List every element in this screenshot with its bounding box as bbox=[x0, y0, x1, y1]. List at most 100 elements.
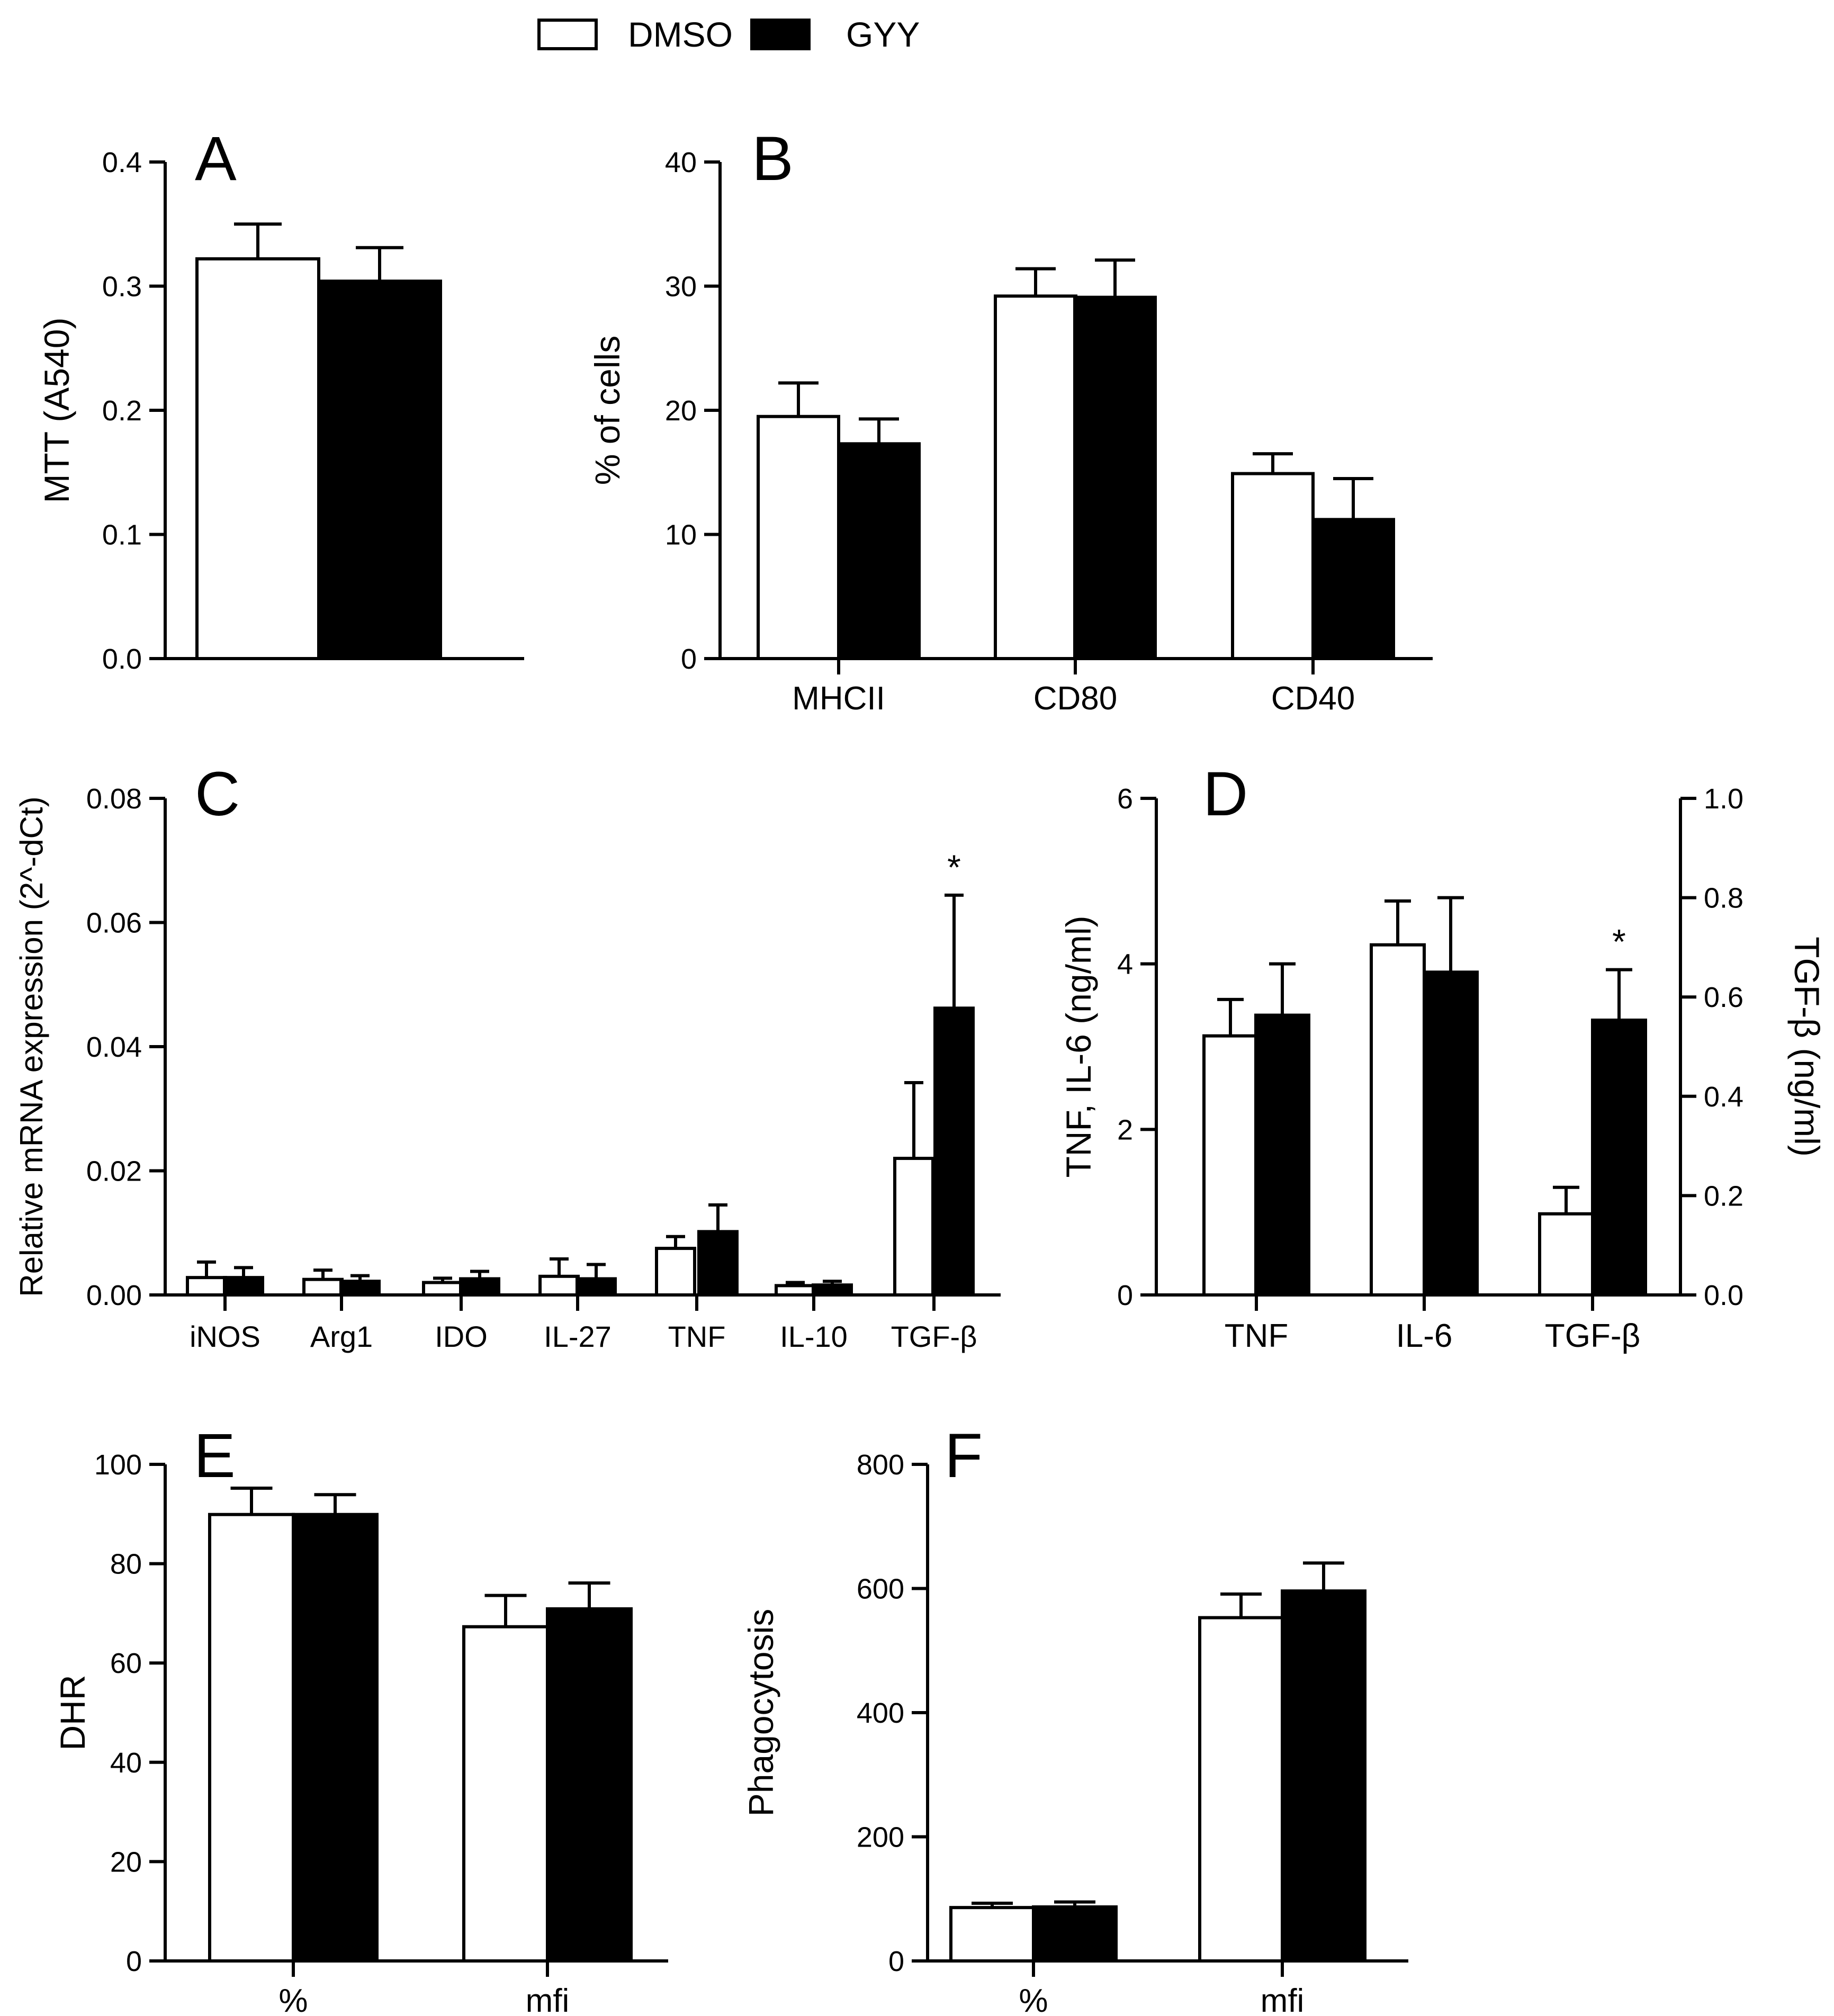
y-tick-label: 4 bbox=[1117, 949, 1133, 980]
y-tick-label: 100 bbox=[94, 1449, 142, 1481]
panel-a: 0.0 0.1 0.2 0.3 0.4 MTT (A540) bbox=[37, 147, 524, 675]
bar-gyy bbox=[576, 1277, 617, 1297]
y-tick-label: 20 bbox=[110, 1846, 142, 1878]
x-tick-label: TNF bbox=[1225, 1318, 1289, 1354]
x-tick-label: TGF-β bbox=[1545, 1318, 1640, 1354]
y-tick-label: 0.4 bbox=[102, 147, 142, 178]
x-tick-label: IL-6 bbox=[1396, 1318, 1453, 1354]
panel-d: 0 2 4 6 TNF, IL-6 (ng/ml) 0.0 0.2 0.4 0.6 0.8 1.0 T… bbox=[1059, 783, 1827, 1354]
bar-gyy bbox=[697, 1230, 739, 1297]
y-right-tick-label: 0.6 bbox=[1704, 982, 1743, 1013]
bar-gyy bbox=[812, 1283, 853, 1297]
bar-gyy bbox=[1423, 970, 1479, 1297]
significance-annotation: * bbox=[1612, 922, 1626, 961]
legend-dmso-label: DMSO bbox=[628, 15, 733, 54]
panel-label-c: C bbox=[195, 759, 240, 829]
y-tick-label: 80 bbox=[110, 1549, 142, 1580]
bar-gyy bbox=[1073, 295, 1157, 660]
y-right-tick-label: 1.0 bbox=[1704, 783, 1743, 815]
bar-gyy bbox=[223, 1276, 264, 1297]
y-right-tick-label: 0.8 bbox=[1704, 883, 1743, 914]
panel-label-f: F bbox=[945, 1421, 983, 1491]
panel-b: 0 10 20 30 40 % of cells MHCII CD80 CD40 bbox=[588, 147, 1433, 717]
y-axis-right-label: TGF-β (ng/ml) bbox=[1787, 937, 1827, 1157]
bar-dmso bbox=[994, 294, 1077, 660]
x-tick-label: CD80 bbox=[1033, 680, 1118, 717]
bar-dmso bbox=[422, 1281, 463, 1297]
panel-label-b: B bbox=[752, 124, 794, 194]
y-tick-label: 0.02 bbox=[86, 1156, 142, 1187]
x-tick-label: TGF-β bbox=[891, 1320, 977, 1353]
bar-gyy bbox=[459, 1277, 500, 1297]
bar-gyy bbox=[1281, 1589, 1366, 1963]
bar-dmso bbox=[462, 1625, 549, 1963]
bar-gyy bbox=[292, 1513, 379, 1963]
panel-e: 0 20 40 60 80 100 DHR% mfi bbox=[53, 1449, 668, 2016]
bar-dmso bbox=[775, 1284, 816, 1297]
y-axis-label: MTT (A540) bbox=[37, 318, 76, 503]
x-tick-label: % bbox=[1019, 1983, 1048, 2016]
bar-gyy bbox=[339, 1280, 381, 1297]
x-tick-label: mfi bbox=[526, 1983, 570, 2016]
y-axis-label: % of cells bbox=[588, 336, 627, 485]
panel-c: 0.00 0.02 0.04 0.06 0.08 Relative mRNA expres… bbox=[14, 783, 1001, 1353]
bar-gyy bbox=[1254, 1013, 1310, 1297]
bar-gyy bbox=[1591, 1018, 1647, 1297]
bar-dmso bbox=[1198, 1616, 1284, 1963]
x-tick-label: mfi bbox=[1261, 1983, 1305, 2016]
bar-dmso bbox=[893, 1157, 934, 1297]
bar-gyy bbox=[837, 442, 921, 660]
panel-label-d: D bbox=[1203, 759, 1248, 829]
y-axis-label: Phagocytosis bbox=[741, 1609, 780, 1817]
x-tick-label: IL-10 bbox=[780, 1320, 848, 1353]
bar-gyy bbox=[317, 280, 442, 660]
panel-label-a: A bbox=[195, 124, 237, 194]
y-tick-label: 0.00 bbox=[86, 1280, 142, 1311]
legend-gyy-label: GYY bbox=[846, 15, 920, 54]
x-tick-label: Arg1 bbox=[310, 1320, 373, 1353]
y-tick-label: 600 bbox=[857, 1573, 904, 1605]
y-tick-label: 40 bbox=[110, 1747, 142, 1779]
bar-gyy bbox=[1311, 518, 1395, 660]
panel-label-e: E bbox=[194, 1421, 236, 1491]
x-tick-label: CD40 bbox=[1271, 680, 1355, 717]
y-axis-label: TNF, IL-6 (ng/ml) bbox=[1059, 915, 1098, 1177]
bar-dmso bbox=[1231, 472, 1315, 660]
y-tick-label: 400 bbox=[857, 1697, 904, 1729]
y-right-tick-label: 0.4 bbox=[1704, 1081, 1743, 1113]
y-tick-label: 0.2 bbox=[102, 395, 142, 427]
y-tick-label: 0.08 bbox=[86, 783, 142, 815]
bar-dmso bbox=[1202, 1034, 1258, 1297]
bar-dmso bbox=[1538, 1212, 1594, 1297]
bar-dmso bbox=[949, 1906, 1035, 1963]
bar-dmso bbox=[757, 415, 840, 660]
bar-dmso bbox=[208, 1513, 295, 1963]
y-tick-label: 10 bbox=[665, 519, 697, 551]
bar-dmso bbox=[186, 1276, 227, 1297]
y-tick-label: 60 bbox=[110, 1648, 142, 1679]
x-tick-label: iNOS bbox=[190, 1320, 260, 1353]
bar-dmso bbox=[538, 1274, 580, 1297]
y-tick-label: 0.06 bbox=[86, 907, 142, 939]
y-tick-label: 0 bbox=[1117, 1280, 1133, 1311]
bar-dmso bbox=[655, 1247, 696, 1297]
y-tick-label: 2 bbox=[1117, 1114, 1133, 1146]
y-tick-label: 0.04 bbox=[86, 1031, 142, 1063]
y-right-tick-label: 0.0 bbox=[1704, 1280, 1743, 1311]
y-tick-label: 0.1 bbox=[102, 519, 142, 551]
y-right-tick-label: 0.2 bbox=[1704, 1180, 1743, 1212]
x-tick-label: % bbox=[278, 1983, 308, 2016]
bar-dmso bbox=[195, 257, 320, 661]
y-tick-label: 0 bbox=[888, 1946, 904, 1977]
y-tick-label: 200 bbox=[857, 1822, 904, 1853]
bar-gyy bbox=[933, 1006, 975, 1297]
x-tick-label: TNF bbox=[668, 1320, 726, 1353]
x-tick-label: IDO bbox=[435, 1320, 488, 1353]
y-tick-label: 40 bbox=[665, 147, 697, 178]
y-tick-label: 30 bbox=[665, 271, 697, 303]
y-axis-label: DHR bbox=[53, 1675, 92, 1751]
y-tick-label: 800 bbox=[857, 1449, 904, 1481]
legend-dmso-swatch bbox=[537, 19, 598, 50]
